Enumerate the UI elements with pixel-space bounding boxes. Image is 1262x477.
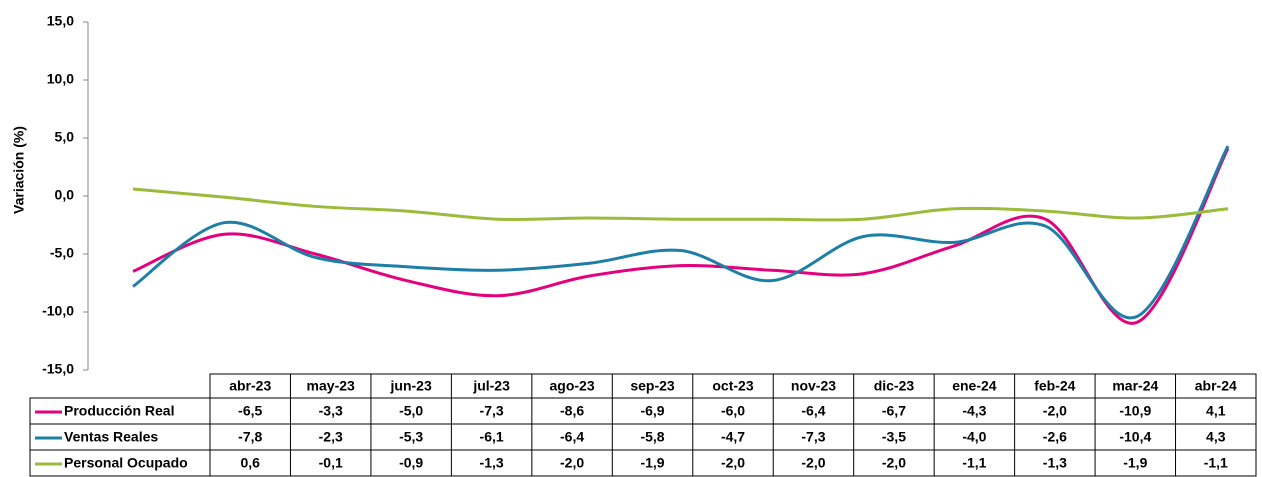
data-label: -1,9 bbox=[640, 455, 664, 471]
data-label: -2,0 bbox=[801, 455, 825, 471]
x-tick-label: abr-23 bbox=[229, 378, 271, 394]
x-tick-label: feb-24 bbox=[1034, 378, 1075, 394]
x-tick-label: mar-24 bbox=[1112, 378, 1158, 394]
series-line bbox=[132, 145, 1230, 320]
y-tick-label: 15,0 bbox=[47, 13, 74, 29]
legend-label: Producción Real bbox=[64, 403, 174, 419]
y-tick-label: -15,0 bbox=[42, 361, 74, 377]
data-label: -4,3 bbox=[962, 403, 986, 419]
data-label: -10,4 bbox=[1119, 429, 1151, 445]
data-label: 0,6 bbox=[240, 455, 260, 471]
data-label: -7,3 bbox=[801, 429, 825, 445]
data-label: -6,0 bbox=[721, 403, 745, 419]
data-label: -7,8 bbox=[238, 429, 262, 445]
data-label: -3,5 bbox=[882, 429, 906, 445]
data-label: -2,0 bbox=[882, 455, 906, 471]
x-tick-label: nov-23 bbox=[791, 378, 836, 394]
y-tick-label: 0,0 bbox=[55, 187, 75, 203]
data-label: -5,8 bbox=[640, 429, 664, 445]
data-label: -3,3 bbox=[319, 403, 343, 419]
x-tick-label: dic-23 bbox=[874, 378, 915, 394]
y-tick-label: -5,0 bbox=[50, 245, 74, 261]
data-label: -2,0 bbox=[1043, 403, 1067, 419]
legend-label: Personal Ocupado bbox=[64, 455, 188, 471]
x-tick-label: ene-24 bbox=[952, 378, 997, 394]
data-label: -2,6 bbox=[1043, 429, 1067, 445]
data-label: -8,6 bbox=[560, 403, 584, 419]
data-label: -2,3 bbox=[319, 429, 343, 445]
x-tick-label: sep-23 bbox=[630, 378, 675, 394]
data-label: -0,1 bbox=[319, 455, 343, 471]
data-label: -1,9 bbox=[1123, 455, 1147, 471]
x-tick-label: jun-23 bbox=[390, 378, 432, 394]
y-tick-label: 10,0 bbox=[47, 71, 74, 87]
data-label: -6,7 bbox=[882, 403, 906, 419]
x-tick-label: ago-23 bbox=[550, 378, 595, 394]
data-label: -6,5 bbox=[238, 403, 262, 419]
data-label: -1,3 bbox=[1043, 455, 1067, 471]
data-label: 4,3 bbox=[1206, 429, 1226, 445]
data-label: -6,1 bbox=[480, 429, 504, 445]
x-tick-label: oct-23 bbox=[712, 378, 753, 394]
data-label: -5,0 bbox=[399, 403, 423, 419]
data-label: -5,3 bbox=[399, 429, 423, 445]
data-label: -4,0 bbox=[962, 429, 986, 445]
table-body-box bbox=[29, 397, 1257, 477]
y-tick-label: -10,0 bbox=[42, 303, 74, 319]
data-label: -1,3 bbox=[480, 455, 504, 471]
data-label: -0,9 bbox=[399, 455, 423, 471]
data-label: -7,3 bbox=[480, 403, 504, 419]
series-line bbox=[132, 147, 1230, 325]
data-label: 4,1 bbox=[1206, 403, 1226, 419]
data-label: -6,9 bbox=[640, 403, 664, 419]
data-label: -1,1 bbox=[962, 455, 986, 471]
data-label: -10,9 bbox=[1119, 403, 1151, 419]
data-label: -6,4 bbox=[801, 403, 825, 419]
x-tick-label: abr-24 bbox=[1195, 378, 1237, 394]
x-tick-label: may-23 bbox=[307, 378, 355, 394]
data-label: -2,0 bbox=[560, 455, 584, 471]
data-label: -4,7 bbox=[721, 429, 745, 445]
y-tick-label: 5,0 bbox=[55, 129, 75, 145]
series-line bbox=[132, 187, 1229, 222]
data-label: -2,0 bbox=[721, 455, 745, 471]
x-tick-label: jul-23 bbox=[472, 378, 510, 394]
data-label: -6,4 bbox=[560, 429, 584, 445]
data-label: -1,1 bbox=[1204, 455, 1228, 471]
y-axis-label: Variación (%) bbox=[11, 126, 27, 214]
legend-label: Ventas Reales bbox=[64, 429, 158, 445]
